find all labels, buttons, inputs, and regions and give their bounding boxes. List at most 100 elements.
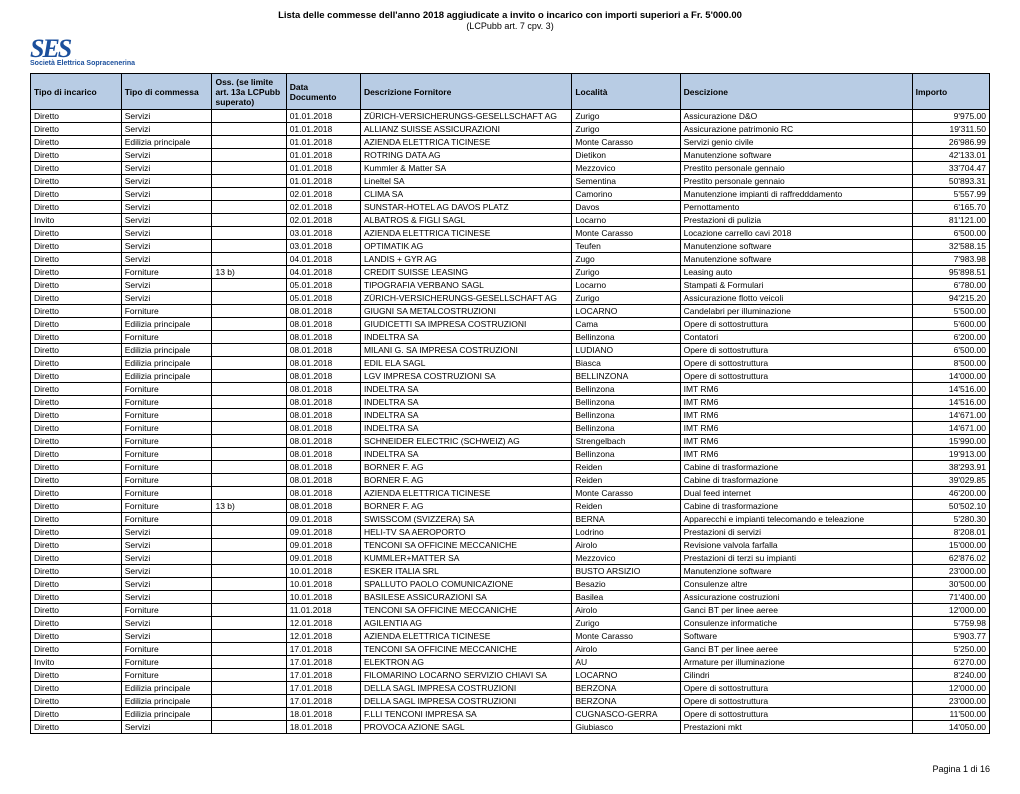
- table-cell: 6'270.00: [912, 656, 989, 669]
- table-cell: SPALLUTO PAOLO COMUNICAZIONE: [360, 578, 571, 591]
- header-area: Lista delle commesse dell'anno 2018 aggi…: [30, 10, 990, 67]
- table-cell: 08.01.2018: [286, 474, 360, 487]
- table-row: DirettoEdilizia principale08.01.2018EDIL…: [31, 357, 990, 370]
- table-cell: AZIENDA ELETTRICA TICINESE: [360, 136, 571, 149]
- table-cell: [212, 253, 286, 266]
- table-cell: Revisione valvola farfalla: [680, 539, 912, 552]
- table-cell: [212, 318, 286, 331]
- table-cell: TENCONI SA OFFICINE MECCANICHE: [360, 643, 571, 656]
- table-cell: [212, 357, 286, 370]
- table-row: DirettoForniture08.01.2018INDELTRA SABel…: [31, 422, 990, 435]
- table-cell: Edilizia principale: [121, 357, 212, 370]
- table-cell: [212, 630, 286, 643]
- table-cell: Bellinzona: [572, 409, 680, 422]
- table-row: DirettoForniture08.01.2018INDELTRA SABel…: [31, 409, 990, 422]
- table-cell: 17.01.2018: [286, 656, 360, 669]
- table-header-row: Tipo di incarico Tipo di commessa Oss. (…: [31, 74, 990, 110]
- table-cell: 14'000.00: [912, 370, 989, 383]
- table-cell: 10.01.2018: [286, 565, 360, 578]
- table-cell: Diretto: [31, 461, 122, 474]
- table-cell: Zurigo: [572, 292, 680, 305]
- table-cell: [212, 409, 286, 422]
- table-cell: [212, 396, 286, 409]
- table-cell: Servizi: [121, 721, 212, 734]
- table-row: DirettoForniture09.01.2018SWISSCOM (SVIZ…: [31, 513, 990, 526]
- table-cell: 14'516.00: [912, 383, 989, 396]
- table-cell: F.LLI TENCONI IMPRESA SA: [360, 708, 571, 721]
- table-cell: Zurigo: [572, 110, 680, 123]
- table-cell: Bellinzona: [572, 331, 680, 344]
- table-cell: Diretto: [31, 565, 122, 578]
- table-cell: Bellinzona: [572, 383, 680, 396]
- table-row: DirettoForniture08.01.2018INDELTRA SABel…: [31, 331, 990, 344]
- table-cell: BORNER F. AG: [360, 474, 571, 487]
- table-cell: [212, 149, 286, 162]
- table-cell: 94'215.20: [912, 292, 989, 305]
- table-cell: 08.01.2018: [286, 370, 360, 383]
- table-cell: 14'516.00: [912, 396, 989, 409]
- table-cell: Diretto: [31, 188, 122, 201]
- table-row: DirettoForniture08.01.2018SCHNEIDER ELEC…: [31, 435, 990, 448]
- table-cell: Contatori: [680, 331, 912, 344]
- table-cell: Diretto: [31, 435, 122, 448]
- table-cell: Edilizia principale: [121, 318, 212, 331]
- table-cell: 8'500.00: [912, 357, 989, 370]
- table-cell: 12.01.2018: [286, 630, 360, 643]
- table-cell: Edilizia principale: [121, 344, 212, 357]
- table-cell: Servizi: [121, 526, 212, 539]
- table-cell: 11.01.2018: [286, 604, 360, 617]
- table-cell: Armature per illuminazione: [680, 656, 912, 669]
- table-cell: Stampati & Formulari: [680, 279, 912, 292]
- table-cell: Diretto: [31, 396, 122, 409]
- table-cell: 08.01.2018: [286, 331, 360, 344]
- table-cell: INDELTRA SA: [360, 422, 571, 435]
- col-tipo-incarico: Tipo di incarico: [31, 74, 122, 110]
- table-row: DirettoEdilizia principale01.01.2018AZIE…: [31, 136, 990, 149]
- table-row: DirettoServizi01.01.2018ROTRING DATA AGD…: [31, 149, 990, 162]
- table-cell: [212, 487, 286, 500]
- table-cell: [212, 708, 286, 721]
- table-cell: [212, 461, 286, 474]
- table-cell: Diretto: [31, 383, 122, 396]
- table-cell: [212, 526, 286, 539]
- table-cell: Prestazioni mkt: [680, 721, 912, 734]
- col-localita: Località: [572, 74, 680, 110]
- table-cell: 62'876.02: [912, 552, 989, 565]
- table-cell: GIUGNI SA METALCOSTRUZIONI: [360, 305, 571, 318]
- table-cell: [212, 591, 286, 604]
- table-cell: Servizi: [121, 591, 212, 604]
- table-cell: PROVOCA AZIONE SAGL: [360, 721, 571, 734]
- table-cell: Kummler & Matter SA: [360, 162, 571, 175]
- table-cell: Diretto: [31, 344, 122, 357]
- table-cell: 39'029.85: [912, 474, 989, 487]
- table-cell: Servizi: [121, 201, 212, 214]
- table-cell: 6'500.00: [912, 344, 989, 357]
- table-cell: Edilizia principale: [121, 695, 212, 708]
- table-cell: 10.01.2018: [286, 578, 360, 591]
- table-cell: 09.01.2018: [286, 552, 360, 565]
- logo-subtext: Società Elettrica Sopracenerina: [30, 60, 135, 67]
- table-cell: Forniture: [121, 331, 212, 344]
- table-row: DirettoServizi02.01.2018SUNSTAR-HOTEL AG…: [31, 201, 990, 214]
- table-cell: 14'671.00: [912, 409, 989, 422]
- table-cell: Forniture: [121, 461, 212, 474]
- table-cell: Edilizia principale: [121, 682, 212, 695]
- table-cell: [212, 474, 286, 487]
- table-cell: 05.01.2018: [286, 279, 360, 292]
- table-cell: FILOMARINO LOCARNO SERVIZIO CHIAVI SA: [360, 669, 571, 682]
- table-cell: 02.01.2018: [286, 188, 360, 201]
- table-cell: Servizi: [121, 123, 212, 136]
- table-cell: 71'400.00: [912, 591, 989, 604]
- table-cell: 8'208.01: [912, 526, 989, 539]
- table-cell: Forniture: [121, 422, 212, 435]
- table-row: DirettoServizi05.01.2018ZÜRICH-VERSICHER…: [31, 292, 990, 305]
- table-cell: 08.01.2018: [286, 435, 360, 448]
- table-cell: AZIENDA ELETTRICA TICINESE: [360, 630, 571, 643]
- table-cell: KUMMLER+MATTER SA: [360, 552, 571, 565]
- table-cell: Prestazioni di terzi su impianti: [680, 552, 912, 565]
- table-cell: Locazione carrello cavi 2018: [680, 227, 912, 240]
- table-cell: 04.01.2018: [286, 253, 360, 266]
- table-cell: IMT RM6: [680, 435, 912, 448]
- table-cell: Lineltel SA: [360, 175, 571, 188]
- table-row: DirettoServizi09.01.2018TENCONI SA OFFIC…: [31, 539, 990, 552]
